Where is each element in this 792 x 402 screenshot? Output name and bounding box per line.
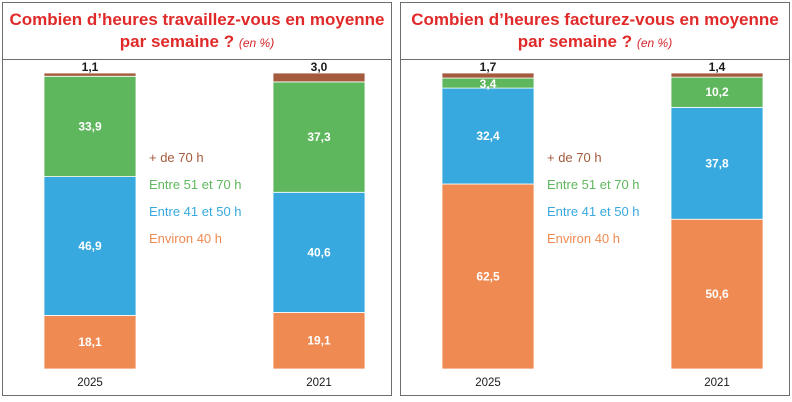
legend-label: Entre 51 et 70 h	[149, 177, 242, 192]
bar-segment	[670, 72, 764, 78]
billed-hours-chart: 62,5 32,4 3,4 1,7 2025 50,6 37,8 10,2 1,4 2021 + d…	[441, 60, 764, 389]
bar-segment	[670, 106, 764, 220]
data-label: 46,9	[78, 239, 102, 253]
chart-title-unit: (en %)	[238, 36, 275, 50]
legend-label: Environ 40 h	[149, 231, 222, 246]
data-label: 62,5	[476, 270, 500, 284]
chart-title-line-2: par semaine ?	[119, 32, 235, 51]
data-label: 32,4	[476, 129, 500, 143]
bar-segment	[43, 315, 137, 370]
legend-label: Entre 41 et 50 h	[149, 204, 242, 219]
bar-segment	[272, 72, 366, 83]
bar-segment	[441, 72, 535, 79]
legend-label: + de 70 h	[149, 150, 204, 165]
chart-title-unit: (en %)	[636, 36, 673, 50]
legend-label: Entre 51 et 70 h	[547, 177, 640, 192]
chart-title-text: Combien d’heures facturez-vous en moyenn…	[401, 9, 789, 54]
data-label: 3,0	[311, 60, 328, 74]
bar-segment	[272, 81, 366, 193]
bar-segment	[441, 183, 535, 370]
data-label: 37,8	[705, 156, 729, 170]
data-label: 1,7	[480, 60, 497, 74]
bar-segment	[441, 87, 535, 185]
chart-title: Combien d’heures travaillez-vous en moye…	[3, 3, 391, 60]
chart-title-line-2: par semaine ?	[517, 32, 633, 51]
legend-label: Environ 40 h	[547, 231, 620, 246]
data-label: 3,4	[480, 77, 497, 91]
data-label: 37,3	[307, 130, 331, 144]
data-label: 50,6	[705, 287, 729, 301]
bar-segment	[670, 76, 764, 108]
bar-segment	[272, 191, 366, 313]
bar-segment	[43, 72, 137, 77]
x-tick-label: 2025	[475, 377, 501, 389]
worked-hours-chart: 18,1 46,9 33,9 1,1 2025 19,1 40,6 37,3 3,0 2021 + …	[43, 60, 366, 389]
legend-label: + de 70 h	[547, 150, 602, 165]
chart-title-text: Combien d’heures travaillez-vous en moye…	[3, 9, 391, 54]
data-label: 10,2	[705, 85, 729, 99]
data-label: 18,1	[78, 335, 102, 349]
worked-hours-panel: Combien d’heures travaillez-vous en moye…	[2, 2, 392, 396]
bar-segment	[272, 312, 366, 370]
data-label: 40,6	[307, 245, 331, 259]
chart-title-line-1: Combien d’heures travaillez-vous en moye…	[9, 10, 385, 29]
x-tick-label: 2021	[306, 377, 332, 389]
data-label: 33,9	[78, 119, 102, 133]
bar-segment	[43, 75, 137, 177]
x-tick-label: 2025	[77, 377, 103, 389]
data-label: 1,1	[82, 60, 99, 74]
chart-title: Combien d’heures facturez-vous en moyenn…	[401, 3, 789, 60]
data-label: 19,1	[307, 334, 331, 348]
bar-segment	[43, 176, 137, 316]
bar-segment	[670, 218, 764, 370]
x-tick-label: 2021	[704, 377, 730, 389]
legend-label: Entre 41 et 50 h	[547, 204, 640, 219]
chart-title-line-1: Combien d’heures facturez-vous en moyenn…	[411, 10, 779, 29]
data-label: 1,4	[709, 60, 726, 74]
billed-hours-panel: Combien d’heures facturez-vous en moyenn…	[400, 2, 790, 396]
